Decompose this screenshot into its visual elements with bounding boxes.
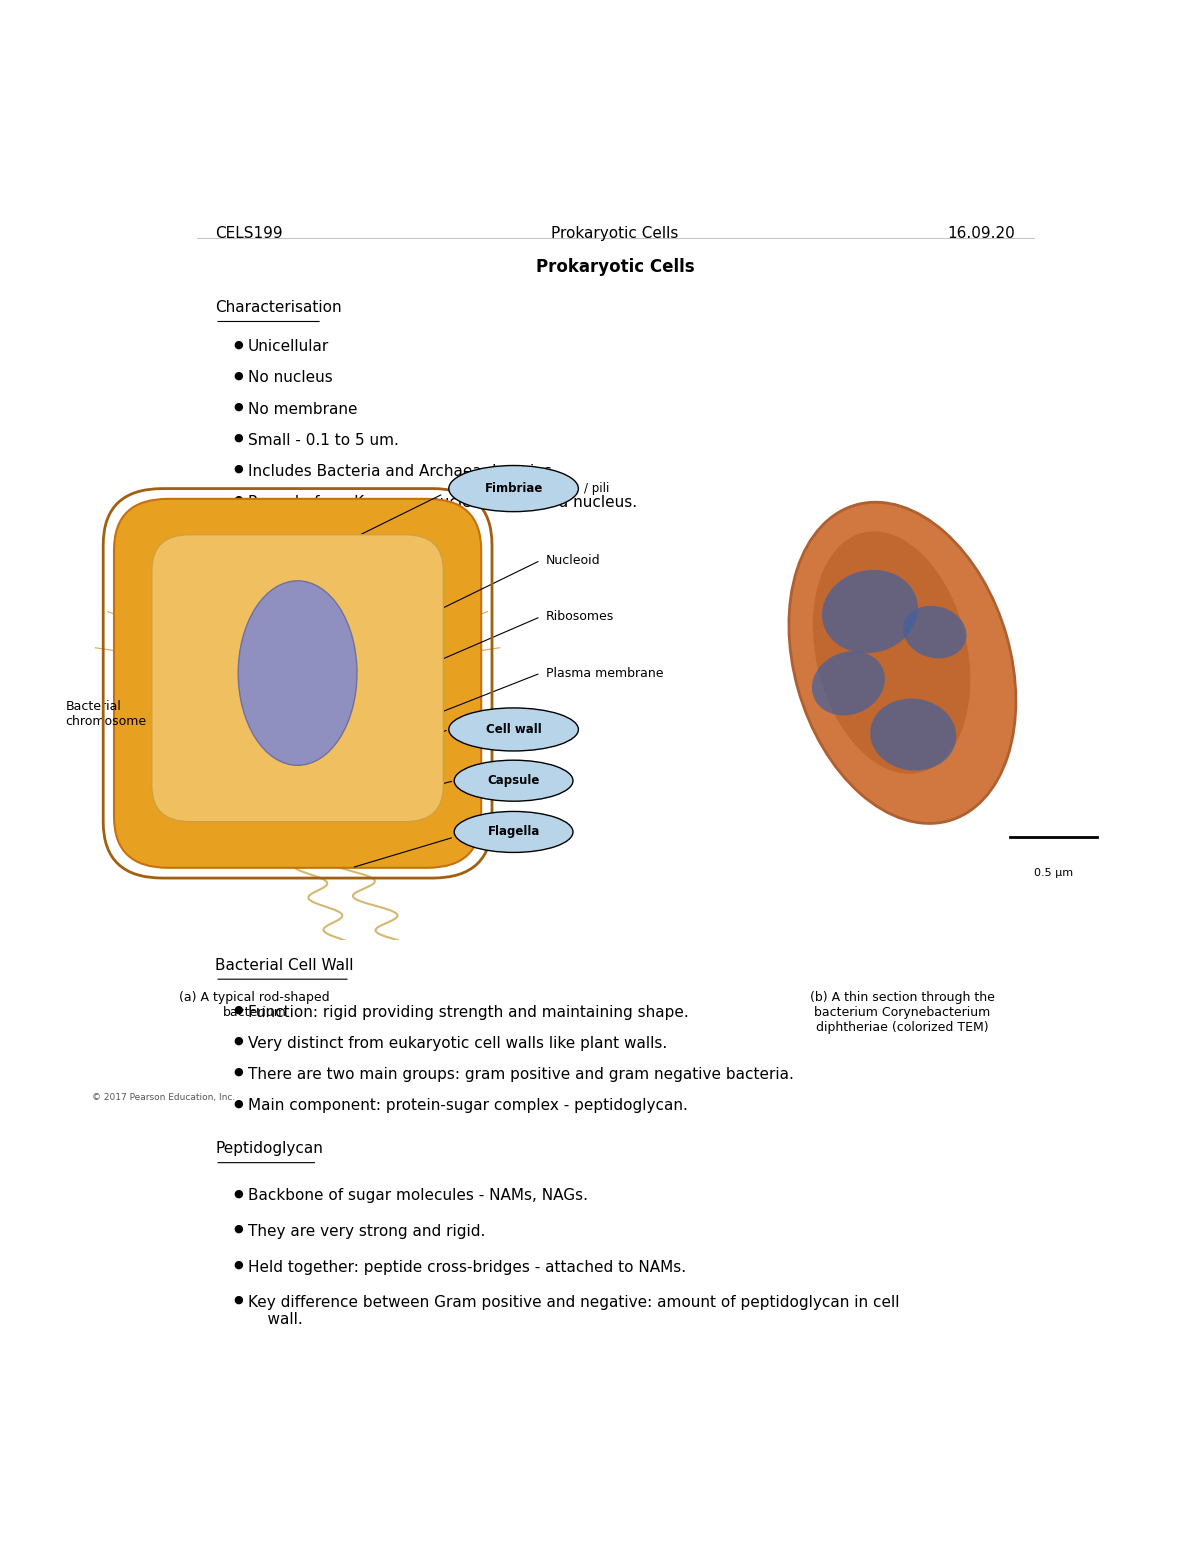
Text: ●: ● — [234, 464, 244, 474]
Text: / pili: / pili — [583, 481, 610, 495]
Ellipse shape — [455, 759, 574, 801]
Text: ●: ● — [234, 1259, 244, 1269]
Text: Characterisation: Characterisation — [215, 300, 342, 315]
Text: Very distinct from eukaryotic cell walls like plant walls.: Very distinct from eukaryotic cell walls… — [247, 1036, 667, 1051]
Ellipse shape — [239, 581, 358, 766]
Text: 0.5 μm: 0.5 μm — [1034, 868, 1073, 877]
Text: 16.09.20: 16.09.20 — [947, 225, 1015, 241]
Ellipse shape — [870, 699, 956, 770]
Text: Key difference between Gram positive and negative: amount of peptidoglycan in ce: Key difference between Gram positive and… — [247, 1295, 899, 1328]
Text: Bacterial
chromosome: Bacterial chromosome — [66, 700, 146, 728]
FancyBboxPatch shape — [152, 534, 444, 822]
Ellipse shape — [822, 570, 918, 654]
Text: ●: ● — [234, 1188, 244, 1199]
Text: (a) A typical rod-shaped
bacterium: (a) A typical rod-shaped bacterium — [179, 991, 330, 1019]
Ellipse shape — [812, 531, 971, 773]
Text: ●: ● — [234, 1005, 244, 1016]
Text: Includes Bacteria and Archaea domains.: Includes Bacteria and Archaea domains. — [247, 464, 557, 478]
Text: Prokaryotic Cells: Prokaryotic Cells — [535, 258, 695, 276]
FancyBboxPatch shape — [114, 499, 481, 868]
Ellipse shape — [449, 466, 578, 511]
Text: ●: ● — [234, 371, 244, 380]
Text: ●: ● — [234, 1067, 244, 1078]
Text: Ribosomes: Ribosomes — [546, 610, 614, 623]
Text: ●: ● — [234, 402, 244, 412]
Ellipse shape — [449, 708, 578, 752]
Text: Prokaryotic Cells: Prokaryotic Cells — [551, 225, 679, 241]
Ellipse shape — [812, 651, 884, 716]
Text: Nucleoid: Nucleoid — [546, 554, 601, 567]
Text: No membrane: No membrane — [247, 402, 358, 416]
Text: Held together: peptide cross-bridges - attached to NAMs.: Held together: peptide cross-bridges - a… — [247, 1259, 685, 1275]
Text: There are two main groups: gram positive and gram negative bacteria.: There are two main groups: gram positive… — [247, 1067, 793, 1082]
Text: Cell wall: Cell wall — [486, 724, 541, 736]
Text: Backbone of sugar molecules - NAMs, NAGs.: Backbone of sugar molecules - NAMs, NAGs… — [247, 1188, 588, 1204]
Text: © 2017 Pearson Education, Inc.: © 2017 Pearson Education, Inc. — [92, 1093, 235, 1103]
Text: Cell Structure: Cell Structure — [215, 540, 320, 556]
Text: CELS199: CELS199 — [215, 225, 283, 241]
Text: Flagella: Flagella — [487, 826, 540, 839]
Text: ●: ● — [234, 1036, 244, 1047]
Text: Fimbriae: Fimbriae — [485, 481, 542, 495]
Text: ●: ● — [234, 1295, 244, 1305]
Ellipse shape — [788, 502, 1016, 823]
Ellipse shape — [902, 606, 967, 658]
FancyBboxPatch shape — [197, 575, 1033, 980]
Text: ●: ● — [234, 1098, 244, 1109]
Text: Main component: protein-sugar complex - peptidoglycan.: Main component: protein-sugar complex - … — [247, 1098, 688, 1114]
Text: Unicellular: Unicellular — [247, 340, 329, 354]
Text: Capsule: Capsule — [487, 775, 540, 787]
Text: Bacterial Cell Wall: Bacterial Cell Wall — [215, 958, 354, 972]
Text: ●: ● — [234, 433, 244, 443]
Text: ●: ● — [234, 340, 244, 349]
Text: No nucleus: No nucleus — [247, 371, 332, 385]
Text: Pro = before, Karyon = nucleus - before a nucleus.: Pro = before, Karyon = nucleus - before … — [247, 495, 637, 509]
Text: ●: ● — [234, 1224, 244, 1235]
Ellipse shape — [455, 811, 574, 853]
Text: ●: ● — [234, 495, 244, 505]
Text: Plasma membrane: Plasma membrane — [546, 666, 664, 680]
Text: Small - 0.1 to 5 um.: Small - 0.1 to 5 um. — [247, 433, 398, 447]
Text: Function: rigid providing strength and maintaining shape.: Function: rigid providing strength and m… — [247, 1005, 689, 1020]
Text: (b) A thin section through the
bacterium Corynebacterium
diphtheriae (colorized : (b) A thin section through the bacterium… — [810, 991, 995, 1034]
Text: Peptidoglycan: Peptidoglycan — [215, 1141, 323, 1155]
Text: They are very strong and rigid.: They are very strong and rigid. — [247, 1224, 485, 1239]
